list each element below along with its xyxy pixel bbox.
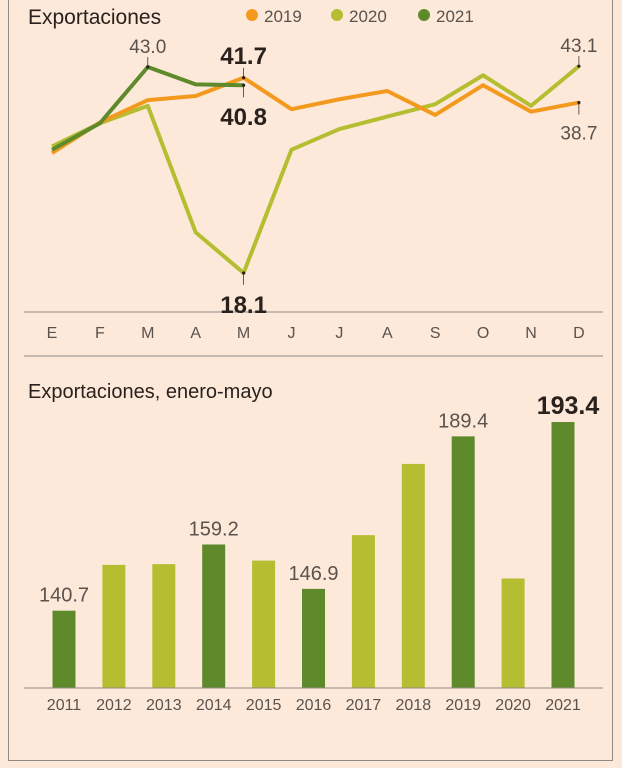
data-label: 159.2 <box>189 518 239 540</box>
data-label: 140.7 <box>39 585 89 607</box>
line-chart-title: Exportaciones <box>28 6 161 29</box>
data-label: 193.4 <box>537 392 600 420</box>
data-label: 38.7 <box>560 124 597 145</box>
x-tick-label: A <box>190 325 201 342</box>
x-tick-label: M <box>141 325 154 342</box>
data-label: 40.8 <box>220 104 267 131</box>
bar-2020 <box>501 578 525 688</box>
x-tick-label: 2013 <box>146 697 182 714</box>
x-tick-label: J <box>288 325 296 342</box>
bar-2011 <box>52 610 76 688</box>
bar-2015 <box>252 560 276 688</box>
data-label: 146.9 <box>288 563 338 585</box>
data-label: 189.4 <box>438 410 488 432</box>
x-tick-label: N <box>525 325 537 342</box>
x-tick-label: 2018 <box>396 697 432 714</box>
bar-2019 <box>451 436 475 688</box>
bar-2013 <box>152 564 176 688</box>
legend-marker-2020 <box>331 9 343 21</box>
x-tick-label: 2011 <box>47 697 82 714</box>
x-tick-label: 2019 <box>445 697 481 714</box>
x-tick-label: M <box>237 325 250 342</box>
x-tick-label: E <box>47 325 58 342</box>
x-tick-label: 2017 <box>346 697 382 714</box>
x-tick-label: J <box>335 325 343 342</box>
data-label: 43.0 <box>129 37 166 58</box>
bar-2014 <box>202 544 226 688</box>
x-tick-label: O <box>477 325 489 342</box>
legend-label-2019: 2019 <box>264 7 302 26</box>
x-tick-label: 2021 <box>545 697 581 714</box>
x-tick-label: 2012 <box>96 697 132 714</box>
bar-2012 <box>102 564 126 688</box>
x-tick-label: 2015 <box>246 697 282 714</box>
x-tick-label: S <box>430 325 441 342</box>
legend-marker-2021 <box>418 9 430 21</box>
chart-frame <box>8 0 613 761</box>
x-tick-label: 2014 <box>196 697 232 714</box>
bar-2018 <box>401 463 425 688</box>
legend-marker-2019 <box>246 9 258 21</box>
data-label: 18.1 <box>220 292 267 319</box>
line-series-2019 <box>50 75 580 155</box>
data-label: 43.1 <box>560 36 597 57</box>
x-tick-label: 2020 <box>495 697 531 714</box>
bar-2016 <box>302 588 325 688</box>
bar-2021 <box>551 422 575 688</box>
bar-2017 <box>351 535 375 688</box>
legend-label-2020: 2020 <box>349 7 387 26</box>
x-tick-label: D <box>573 325 585 342</box>
x-tick-label: F <box>95 325 105 342</box>
line-series-2020 <box>51 64 581 275</box>
bar-chart-title: Exportaciones, enero-mayo <box>28 381 273 403</box>
legend-label-2021: 2021 <box>436 7 474 26</box>
x-tick-label: 2016 <box>296 697 332 714</box>
x-tick-label: A <box>382 325 393 342</box>
data-label: 41.7 <box>220 43 267 70</box>
